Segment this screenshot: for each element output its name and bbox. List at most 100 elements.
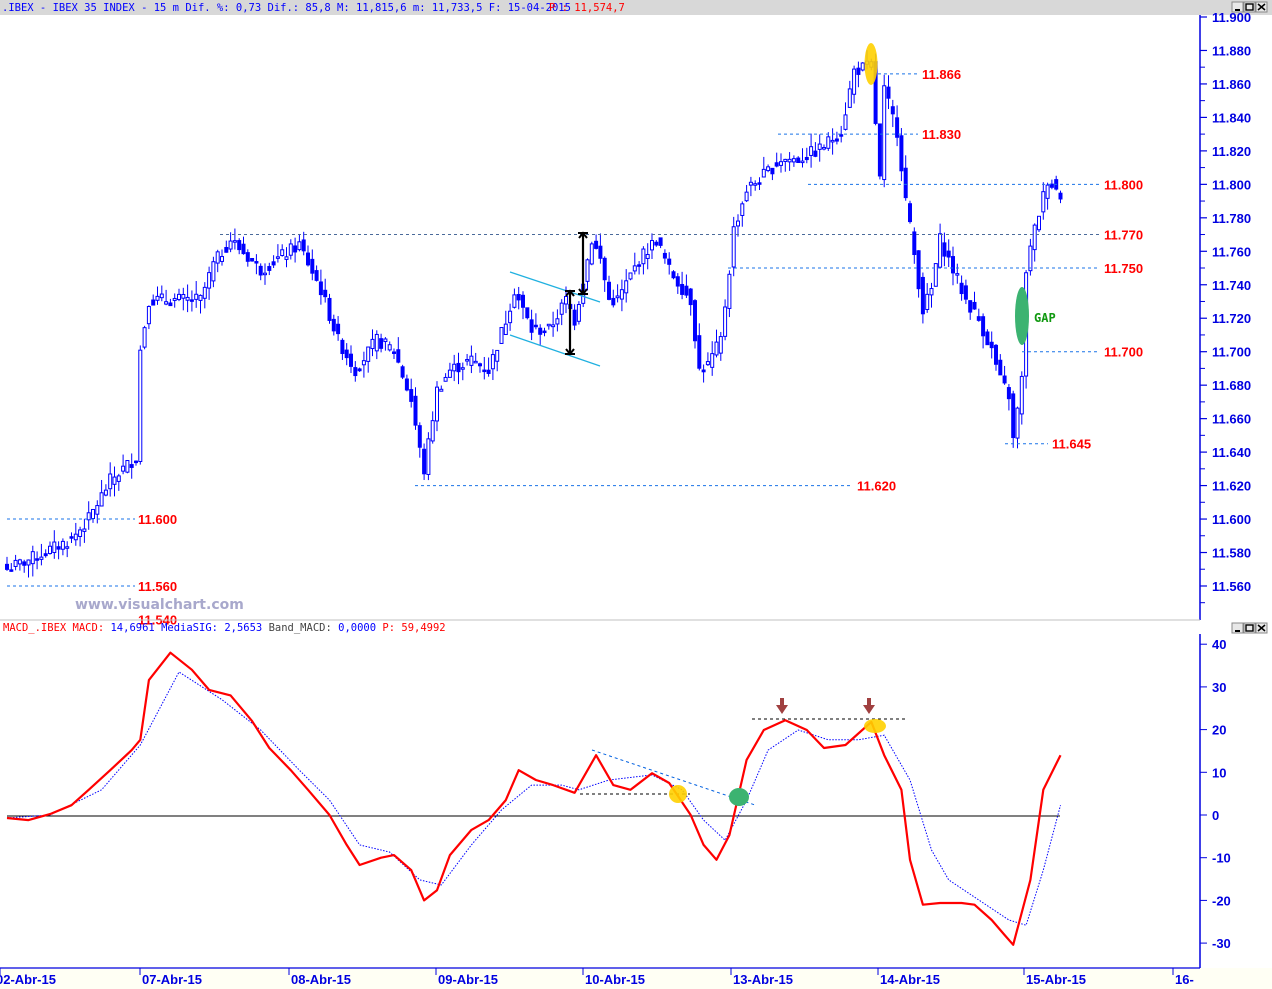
- time-tick-label: 02-Abr-15: [0, 972, 56, 987]
- top-highlight: [864, 43, 878, 85]
- candle-body: [1032, 224, 1037, 251]
- candle: [314, 265, 319, 282]
- candle: [890, 99, 895, 128]
- candle-body: [989, 341, 994, 349]
- close-icon: [1257, 624, 1266, 632]
- candle: [551, 311, 556, 337]
- candle: [185, 284, 190, 313]
- candle: [998, 354, 1003, 376]
- candle: [1006, 384, 1011, 411]
- candle: [426, 432, 431, 481]
- macd-maximize-button[interactable]: [1243, 622, 1256, 634]
- candle-body: [413, 395, 418, 426]
- time-tick-label: 15-Abr-15: [1026, 972, 1086, 987]
- last-price: P : 11,574,7: [549, 2, 625, 14]
- level-label: 11.620: [857, 479, 896, 494]
- candle: [645, 243, 650, 270]
- candle: [267, 262, 272, 276]
- candle: [598, 233, 603, 264]
- maximize-button[interactable]: [1243, 1, 1256, 13]
- candle-body: [718, 336, 723, 354]
- candle-body: [809, 146, 814, 156]
- candle-body: [761, 168, 766, 178]
- candle-body: [456, 362, 461, 373]
- candle: [435, 381, 439, 432]
- price-tick-label: 11.720: [1212, 311, 1251, 326]
- candle: [860, 62, 865, 72]
- candle: [680, 271, 685, 300]
- candle: [723, 299, 728, 341]
- candle: [43, 549, 48, 558]
- p-label: P:: [382, 622, 395, 634]
- candle-body: [224, 247, 229, 253]
- band-label: Band_MACD:: [269, 622, 332, 634]
- minimize-button[interactable]: [1231, 1, 1244, 13]
- candle-body: [181, 293, 186, 299]
- candle: [804, 147, 809, 164]
- candle: [972, 291, 977, 310]
- candle: [103, 484, 108, 497]
- candle: [91, 508, 95, 523]
- candle: [675, 273, 680, 294]
- candle: [189, 290, 194, 312]
- candle: [1045, 182, 1050, 210]
- candle-body: [366, 346, 371, 362]
- macd-minimize-button[interactable]: [1231, 622, 1244, 634]
- candle: [529, 309, 534, 341]
- candle: [701, 364, 706, 383]
- candle-body: [43, 553, 48, 557]
- candle: [757, 177, 762, 191]
- candle-body: [138, 349, 143, 463]
- price-tick-label: 11.680: [1212, 378, 1251, 393]
- candle: [946, 239, 951, 268]
- breakout-highlight: [729, 788, 749, 806]
- candle: [736, 214, 740, 237]
- candle-body: [383, 338, 388, 343]
- candle-body: [843, 114, 848, 130]
- candle: [912, 227, 917, 264]
- candle-body: [271, 261, 276, 266]
- candle: [727, 270, 732, 318]
- candle-body: [877, 123, 882, 177]
- candle: [258, 263, 263, 281]
- candle-body: [232, 240, 237, 243]
- candle-body: [134, 460, 138, 464]
- candle: [413, 387, 418, 430]
- candle-body: [469, 355, 474, 366]
- candle: [710, 341, 715, 376]
- candle-body: [860, 62, 865, 71]
- candle: [172, 293, 177, 308]
- candle-body: [817, 143, 822, 150]
- candle: [168, 298, 173, 307]
- candle: [503, 310, 508, 336]
- macd-tick-label: 30: [1212, 680, 1226, 695]
- candle-body: [155, 295, 160, 301]
- candle-body: [516, 294, 521, 301]
- candle: [26, 559, 31, 578]
- candle-body: [946, 250, 951, 258]
- gap-marker: [1015, 287, 1029, 345]
- candle: [430, 411, 435, 444]
- candle: [241, 236, 246, 255]
- candle-body: [194, 293, 199, 300]
- candle-body: [637, 264, 642, 267]
- candle-body: [585, 259, 590, 282]
- title-bar: [0, 0, 1272, 15]
- level-label: 11.645: [1052, 437, 1091, 452]
- candle: [989, 331, 994, 359]
- candle-body: [275, 256, 280, 259]
- candle: [5, 556, 9, 571]
- candle-body: [847, 88, 852, 108]
- candle-body: [628, 272, 633, 280]
- candle-body: [9, 569, 14, 572]
- candle-body: [529, 319, 534, 333]
- time-tick-label: 09-Abr-15: [438, 972, 498, 987]
- macd-tick-label: -30: [1212, 936, 1231, 951]
- candle: [546, 323, 551, 330]
- candle-body: [576, 304, 581, 322]
- candle-body: [202, 286, 207, 299]
- time-tick-label: 10-Abr-15: [585, 972, 645, 987]
- candle: [611, 289, 616, 308]
- candle-body: [125, 460, 130, 473]
- candle-body: [447, 369, 452, 378]
